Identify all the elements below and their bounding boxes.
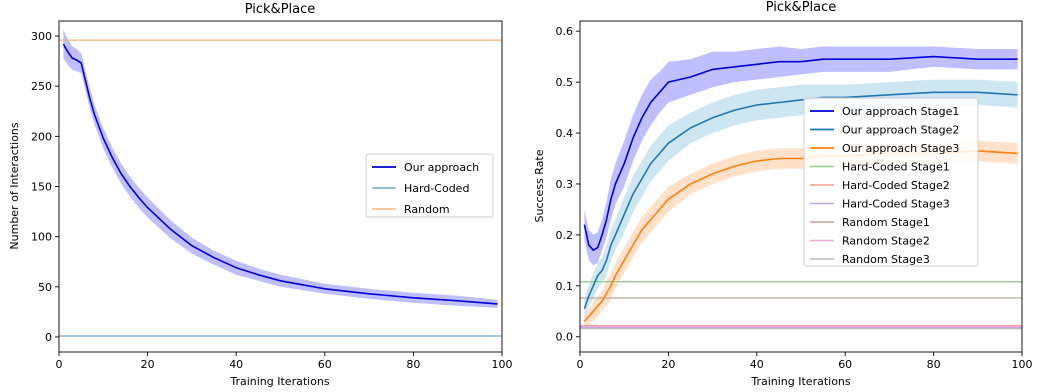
x-tick-label: 0 xyxy=(577,358,584,371)
y-tick-label: 0.5 xyxy=(556,76,574,89)
plot-frame xyxy=(579,20,1023,353)
x-tick-label: 60 xyxy=(838,358,852,371)
legend-label: Random Stage3 xyxy=(842,253,930,266)
series-band xyxy=(584,46,1018,266)
x-tick-label: 100 xyxy=(492,358,513,371)
legend-box xyxy=(365,153,494,218)
y-tick-label: 0.2 xyxy=(556,229,574,242)
y-tick-label: 0 xyxy=(45,331,52,344)
series-line xyxy=(583,91,1018,309)
chart-title: Pick&Place xyxy=(245,2,316,17)
legend-label: Random xyxy=(404,203,450,216)
legend-label: Random Stage1 xyxy=(842,216,930,229)
chart-title: Pick&Place xyxy=(766,0,837,15)
x-tick-label: 40 xyxy=(229,358,243,371)
y-tick-label: 0.6 xyxy=(556,25,574,38)
legend: Our approach Stage1 Our approach Stage2 Ou… xyxy=(803,97,979,267)
chart-interactions: Pick&Place Training Iterations Number of… xyxy=(8,2,513,388)
chart-success-rate: Pick&Place Training Iterations Success R… xyxy=(533,0,1033,388)
y-tick-label: 200 xyxy=(31,130,52,143)
series-band xyxy=(584,79,1018,319)
x-tick-label: 80 xyxy=(927,358,941,371)
y-tick-label: 100 xyxy=(31,231,52,244)
x-tick-label: 20 xyxy=(141,358,155,371)
legend-box xyxy=(803,97,979,267)
series-line xyxy=(62,43,498,305)
y-tick-label: 0.4 xyxy=(556,127,574,140)
x-tick-label: 40 xyxy=(750,358,764,371)
series-line xyxy=(583,55,1018,251)
legend-label: Hard-Coded Stage3 xyxy=(842,198,950,211)
y-tick-label: 50 xyxy=(38,281,52,294)
x-tick-label: 60 xyxy=(318,358,332,371)
x-axis-label: Training Iterations xyxy=(750,375,851,388)
legend-label: Hard-Coded Stage2 xyxy=(842,179,950,192)
legend-label: Our approach Stage1 xyxy=(842,105,959,118)
legend-label: Hard-Coded xyxy=(404,182,469,195)
y-tick-label: 0.1 xyxy=(556,280,574,293)
y-tick-label: 0.0 xyxy=(556,331,574,344)
series-band xyxy=(63,30,498,308)
legend-label: Our approach xyxy=(404,161,479,174)
legend-label: Our approach Stage3 xyxy=(842,142,959,155)
x-tick-label: 80 xyxy=(406,358,420,371)
y-axis-label: Number of Interactions xyxy=(8,122,21,249)
legend-label: Random Stage2 xyxy=(842,235,930,248)
y-tick-label: 150 xyxy=(31,181,52,194)
legend-label: Hard-Coded Stage1 xyxy=(842,161,950,174)
series-band xyxy=(584,140,1018,330)
legend: Our approach Hard-Coded Random xyxy=(365,153,494,218)
x-tick-label: 100 xyxy=(1012,358,1033,371)
legend-label: Our approach Stage2 xyxy=(842,124,959,137)
y-axis-label: Success Rate xyxy=(533,149,546,222)
y-tick-label: 300 xyxy=(31,30,52,43)
x-tick-label: 0 xyxy=(56,358,63,371)
y-tick-label: 250 xyxy=(31,80,52,93)
y-tick-label: 0.3 xyxy=(556,178,574,191)
x-tick-label: 20 xyxy=(661,358,675,371)
x-axis-label: Training Iterations xyxy=(229,375,330,388)
